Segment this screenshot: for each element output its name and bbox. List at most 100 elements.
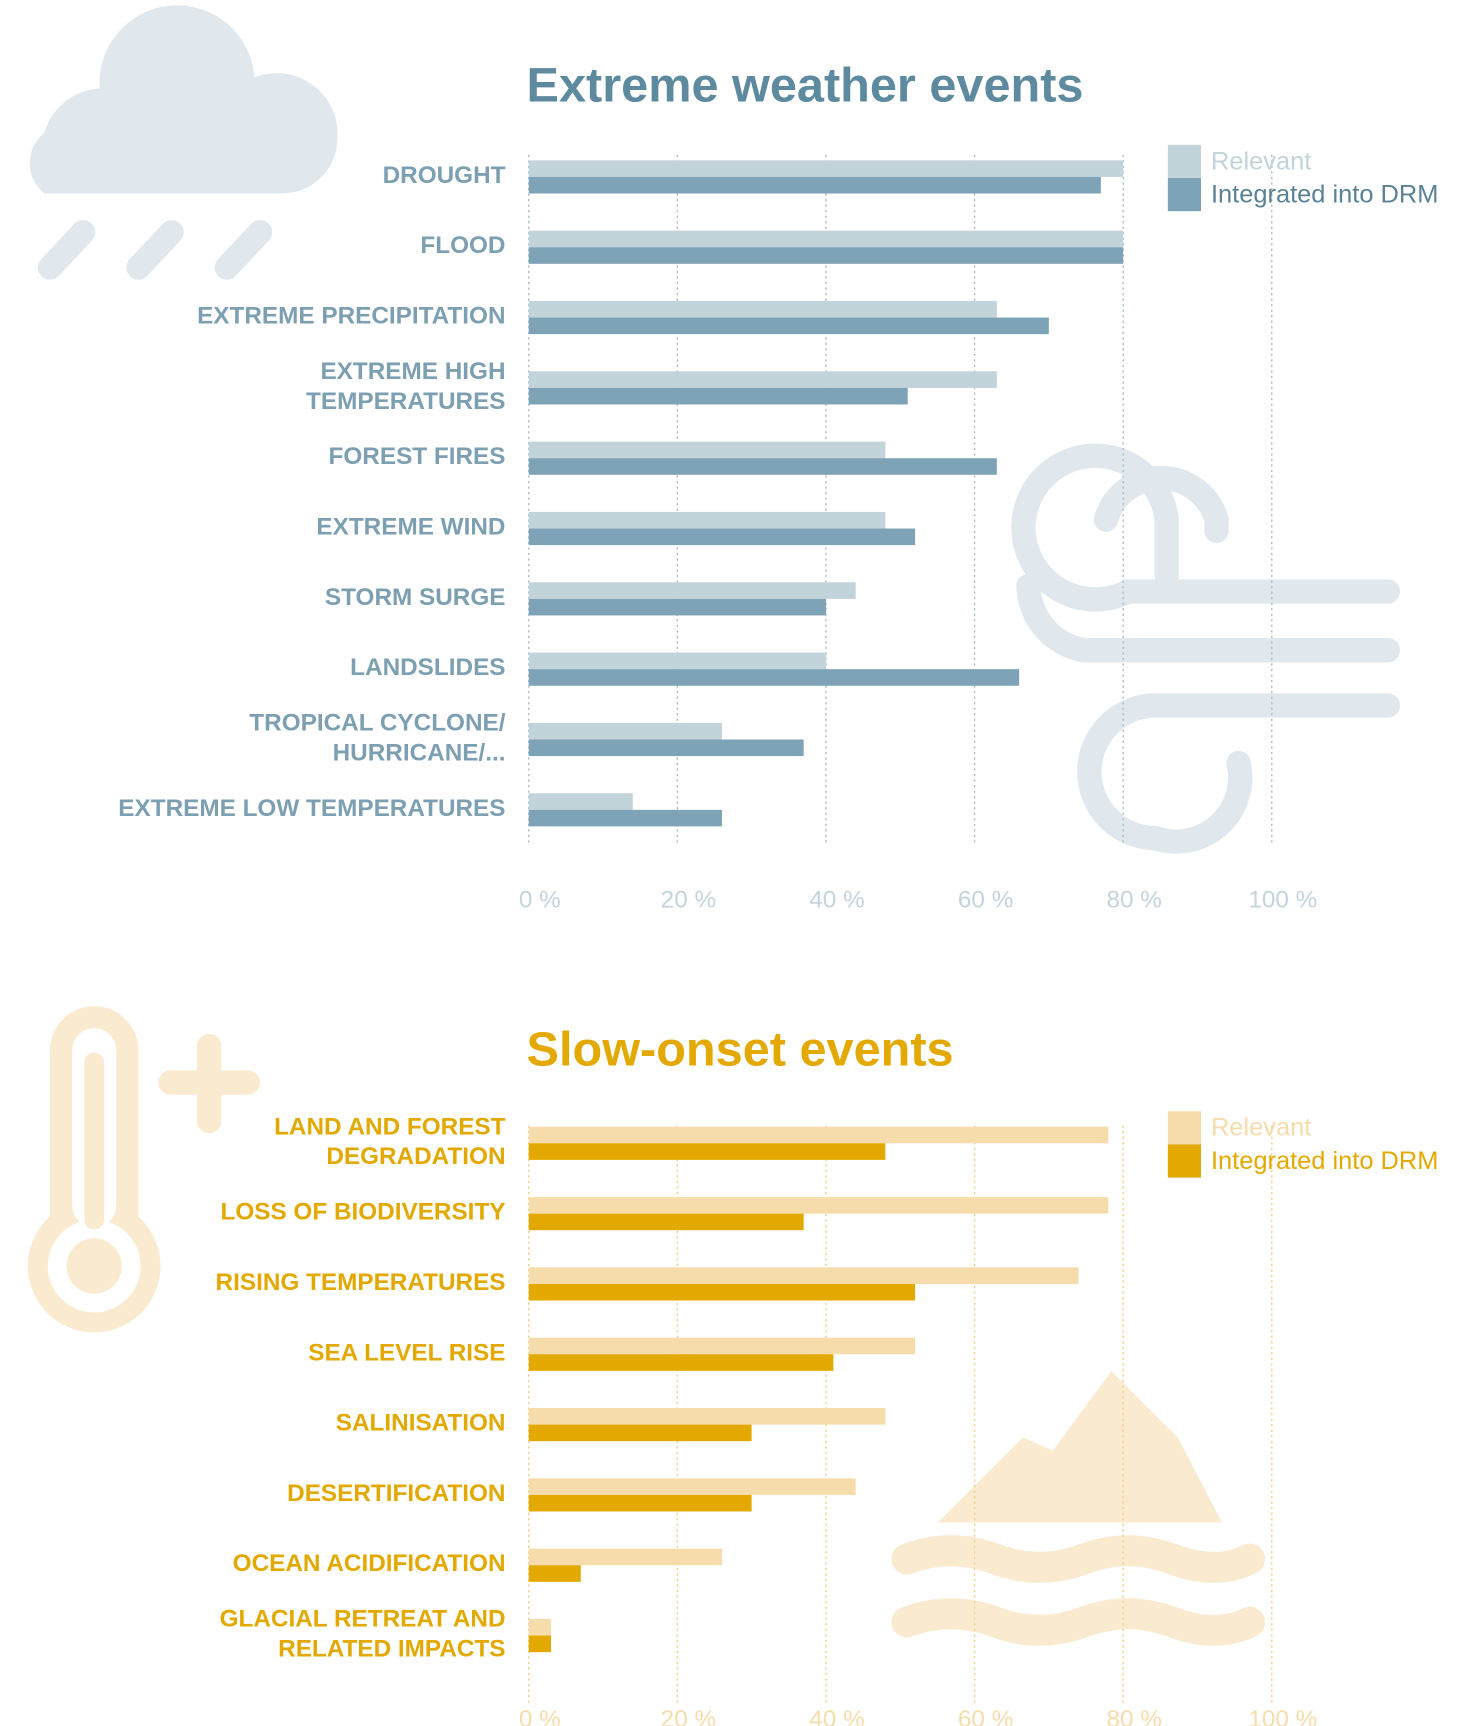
bar xyxy=(529,1478,856,1495)
bar xyxy=(529,1267,1079,1284)
category-line: FOREST FIRES xyxy=(329,444,506,471)
legend-swatch xyxy=(1168,1144,1201,1177)
x-tick-label: 60 % xyxy=(958,887,1013,914)
category-line: OCEAN ACIDIFICATION xyxy=(233,1551,506,1578)
x-tick-label: 40 % xyxy=(809,1706,864,1726)
category-line: RISING TEMPERATURES xyxy=(216,1269,506,1296)
category-line: RELATED IMPACTS xyxy=(278,1636,505,1663)
bar xyxy=(529,669,1019,686)
x-tick-label: 40 % xyxy=(809,887,864,914)
x-tick-label: 20 % xyxy=(661,887,716,914)
category-label: FLOOD xyxy=(420,233,505,260)
bar xyxy=(529,1636,551,1653)
category-line: LANDSLIDES xyxy=(350,655,505,682)
category-line: HURRICANE/... xyxy=(333,740,506,767)
x-tick-label: 60 % xyxy=(958,1706,1013,1726)
category-line: FLOOD xyxy=(420,233,505,260)
bar xyxy=(529,723,722,740)
category-line: STORM SURGE xyxy=(325,584,506,611)
category-label: LOSS OF BIODIVERSITY xyxy=(220,1199,505,1226)
bar xyxy=(529,177,1101,194)
bar xyxy=(529,599,826,616)
category-line: SEA LEVEL RISE xyxy=(308,1340,505,1367)
category-label: SALINISATION xyxy=(336,1410,506,1437)
decoration xyxy=(28,1006,1250,1630)
category-line: EXTREME LOW TEMPERATURES xyxy=(118,795,505,822)
category-label: EXTREME WIND xyxy=(316,514,505,541)
category-label: FOREST FIRES xyxy=(329,444,506,471)
bar xyxy=(529,529,915,546)
category-line: EXTREME PRECIPITATION xyxy=(197,303,505,330)
legend-label: Integrated into DRM xyxy=(1211,180,1439,208)
category-label: DESERTIFICATION xyxy=(287,1480,505,1507)
category-line: EXTREME HIGH xyxy=(320,358,505,385)
bar xyxy=(529,247,1123,264)
category-line: GLACIAL RETREAT AND xyxy=(220,1606,506,1633)
legend-swatch xyxy=(1168,178,1201,211)
x-tick-label: 100 % xyxy=(1248,1706,1317,1726)
category-label: EXTREME LOW TEMPERATURES xyxy=(118,795,505,822)
bar xyxy=(529,458,997,475)
bar xyxy=(529,1549,722,1566)
category-line: DROUGHT xyxy=(383,162,506,189)
bar xyxy=(529,371,997,388)
category-line: DESERTIFICATION xyxy=(287,1480,505,1507)
x-tick-label: 80 % xyxy=(1107,1706,1162,1726)
bar xyxy=(529,388,908,405)
bar xyxy=(529,231,1123,248)
category-label: LAND AND FOREST DEGRADATION xyxy=(274,1114,506,1171)
bar xyxy=(529,1408,886,1425)
category-label: DROUGHT xyxy=(383,162,506,189)
bar xyxy=(529,1338,915,1355)
legend-swatch xyxy=(1168,145,1201,178)
legend-label: Relevant xyxy=(1211,1114,1311,1142)
category-label: EXTREME HIGH TEMPERATURES xyxy=(306,358,505,415)
bar xyxy=(529,442,886,459)
bar xyxy=(529,160,1123,177)
category-label: TROPICAL CYCLONE/HURRICANE/... xyxy=(249,710,505,767)
x-tick-label: 80 % xyxy=(1107,887,1162,914)
bar xyxy=(529,1425,752,1442)
bar xyxy=(529,1619,551,1636)
legend-label: Relevant xyxy=(1211,147,1311,175)
category-label: RISING TEMPERATURES xyxy=(216,1269,506,1296)
legend-swatch xyxy=(1168,1111,1201,1144)
bar xyxy=(529,1284,915,1301)
chart-title: Slow-onset events xyxy=(527,1022,954,1076)
bar xyxy=(529,1143,886,1160)
category-line: SALINISATION xyxy=(336,1410,506,1437)
bar xyxy=(529,318,1049,335)
category-label: LANDSLIDES xyxy=(350,655,505,682)
bar xyxy=(529,582,856,599)
bar xyxy=(529,1565,581,1582)
category-line: TROPICAL CYCLONE/ xyxy=(249,710,505,737)
category-line: EXTREME WIND xyxy=(316,514,505,541)
category-label: SEA LEVEL RISE xyxy=(308,1340,505,1367)
category-label: EXTREME PRECIPITATION xyxy=(197,303,505,330)
bar xyxy=(529,1214,804,1231)
category-label: STORM SURGE xyxy=(325,584,506,611)
legend-label: Integrated into DRM xyxy=(1211,1147,1439,1175)
bar xyxy=(529,653,826,670)
category-label: OCEAN ACIDIFICATION xyxy=(233,1551,506,1578)
bar xyxy=(529,739,804,756)
decoration xyxy=(30,5,1388,841)
bar xyxy=(529,1127,1109,1144)
category-line: LOSS OF BIODIVERSITY xyxy=(220,1199,505,1226)
x-tick-label: 0 % xyxy=(519,1706,561,1726)
x-tick-label: 0 % xyxy=(519,887,561,914)
x-tick-label: 100 % xyxy=(1248,887,1317,914)
x-tick-label: 20 % xyxy=(661,1706,716,1726)
category-line: LAND AND FOREST xyxy=(274,1114,506,1141)
bar xyxy=(529,512,886,529)
category-label: GLACIAL RETREAT AND RELATED IMPACTS xyxy=(220,1606,506,1663)
bar xyxy=(529,1197,1109,1214)
bar xyxy=(529,301,997,318)
category-line: DEGRADATION xyxy=(326,1144,505,1171)
category-line: TEMPERATURES xyxy=(306,388,505,415)
chart-title: Extreme weather events xyxy=(527,58,1084,112)
bar xyxy=(529,810,722,827)
page: Extreme weather events 0 % 20 % 40 % 60 % 80 … xyxy=(0,0,1471,1726)
bar xyxy=(529,1495,752,1512)
bar xyxy=(529,1354,834,1371)
